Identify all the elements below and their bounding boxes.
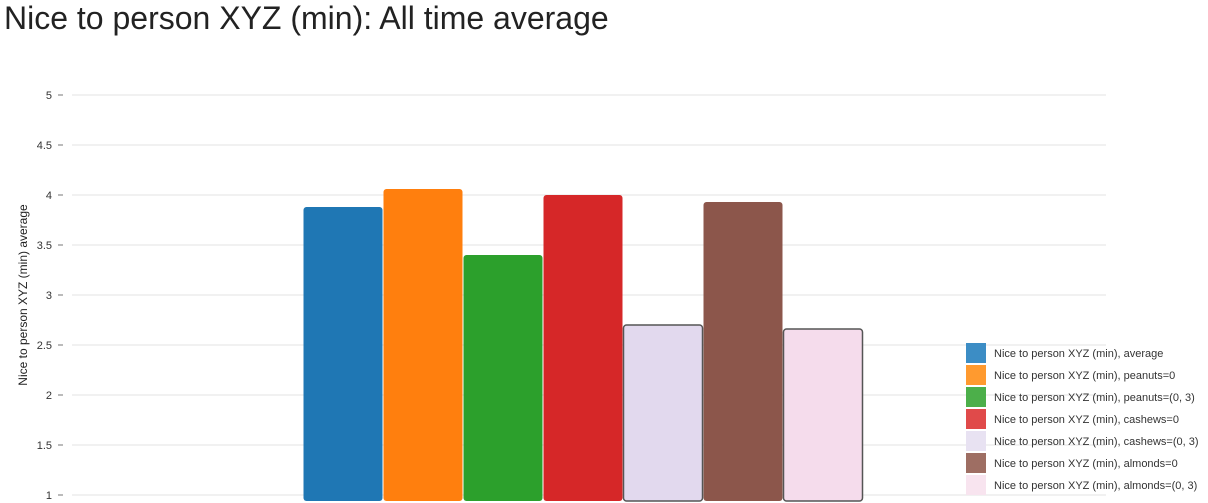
legend-label: Nice to person XYZ (min), almonds=0 bbox=[994, 458, 1178, 470]
legend-label: Nice to person XYZ (min), almonds=(0, 3) bbox=[994, 480, 1197, 492]
y-tick-label: 2 bbox=[46, 390, 52, 402]
y-tick-label: 1 bbox=[46, 490, 52, 502]
bar[interactable] bbox=[463, 255, 543, 501]
y-tick-label: 4 bbox=[46, 190, 52, 202]
bar[interactable] bbox=[782, 328, 864, 502]
legend-label: Nice to person XYZ (min), peanuts=(0, 3) bbox=[994, 392, 1195, 404]
bar[interactable] bbox=[383, 189, 463, 501]
bar[interactable] bbox=[303, 207, 383, 501]
legend-swatch bbox=[966, 365, 986, 385]
legend-swatch bbox=[966, 387, 986, 407]
y-tick-label: 2.5 bbox=[37, 340, 52, 352]
y-tick-label: 1.5 bbox=[37, 440, 52, 452]
legend-swatch bbox=[966, 453, 986, 473]
bar[interactable] bbox=[703, 202, 783, 501]
y-tick-label: 5 bbox=[46, 90, 52, 102]
y-axis-ticks: 1 1.5 2 2.5 3 3.5 4 4.5 5 bbox=[37, 90, 63, 502]
y-tick-label: 3.5 bbox=[37, 240, 52, 252]
bar[interactable] bbox=[622, 324, 704, 502]
legend: Nice to person XYZ (min), average Nice to… bbox=[966, 343, 1199, 495]
legend-label: Nice to person XYZ (min), peanuts=0 bbox=[994, 370, 1175, 382]
legend-label: Nice to person XYZ (min), cashews=0 bbox=[994, 414, 1179, 426]
legend-label: Nice to person XYZ (min), cashews=(0, 3) bbox=[994, 436, 1199, 448]
legend-swatch bbox=[966, 475, 986, 495]
bar[interactable] bbox=[543, 195, 623, 501]
legend-swatch bbox=[966, 409, 986, 429]
legend-swatch bbox=[966, 343, 986, 363]
bars bbox=[303, 189, 864, 502]
y-axis-label: Nice to person XYZ (min) average bbox=[16, 204, 30, 386]
page-title: Nice to person XYZ (min): All time avera… bbox=[4, 0, 609, 36]
y-tick-label: 4.5 bbox=[37, 140, 52, 152]
y-tick-label: 3 bbox=[46, 290, 52, 302]
legend-label: Nice to person XYZ (min), average bbox=[994, 348, 1163, 360]
legend-swatch bbox=[966, 431, 986, 451]
